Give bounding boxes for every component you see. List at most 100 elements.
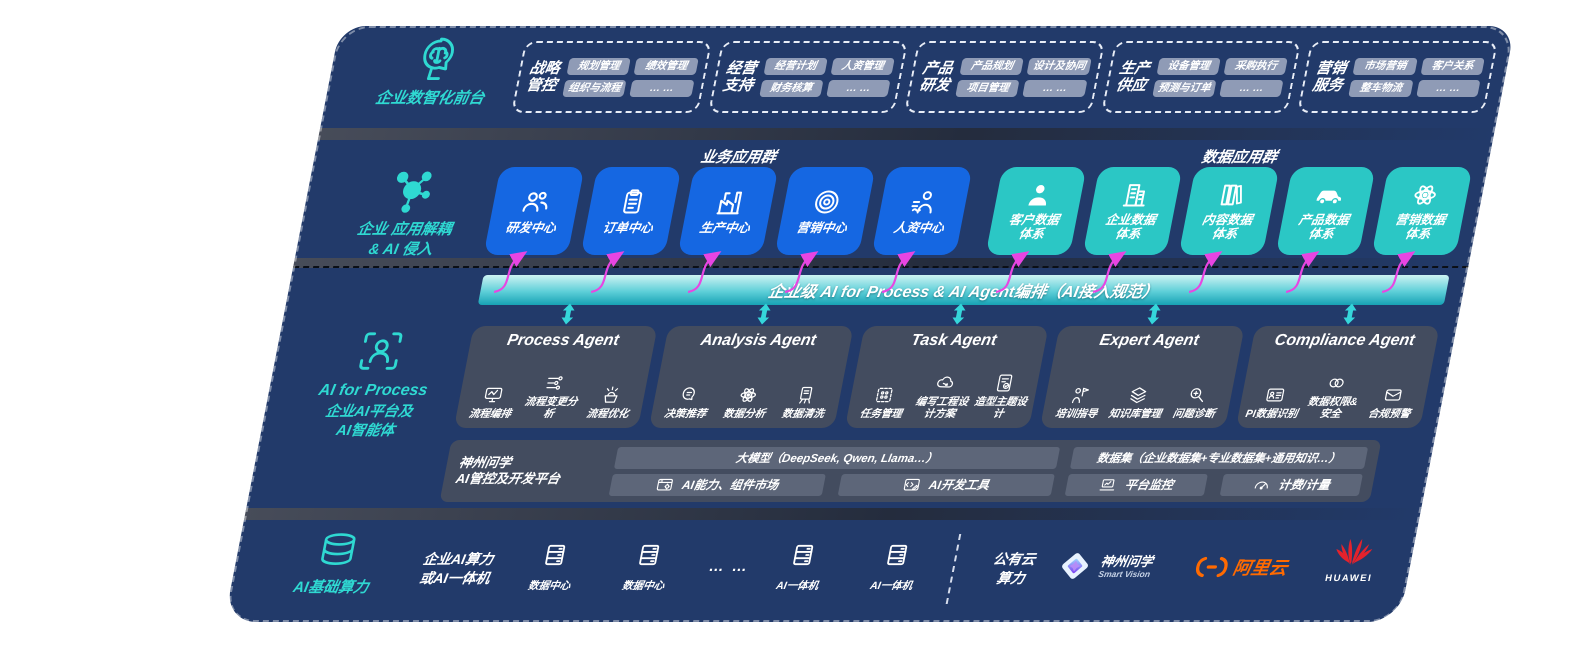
server-icon	[887, 544, 908, 566]
double-arrow-icon	[1147, 303, 1161, 325]
front-office-side-label: 企业数智化前台	[352, 34, 518, 108]
dataset-column: 数据集（企业数据集+专业数据集+通用知识…） 平台监控 计费/计量	[1064, 446, 1369, 496]
agents-row: Process Agent 流程编排 流程变更分析 流程优化 Analysis …	[453, 303, 1440, 428]
magenta-flow-arrow	[590, 251, 625, 294]
business-apps-title: 业务应用群	[699, 149, 778, 166]
monitor-flow-icon	[485, 387, 503, 403]
magenta-flow-arrow	[995, 251, 1030, 294]
ai-process-side-label: AI for Process 企业AI平台及 AI智能体	[287, 328, 461, 441]
hr-person-icon	[911, 190, 933, 213]
chip: 采购执行	[1223, 57, 1289, 75]
data-apps-title: 数据应用群	[1200, 149, 1279, 166]
platform-monitor-cell: 平台监控	[1064, 473, 1208, 496]
decouple-label-line1: 企业 应用解耦	[355, 221, 454, 238]
step-shadow	[243, 508, 1422, 520]
app-box-rnd-center: 研发中心	[483, 167, 585, 294]
server-icon	[545, 544, 566, 566]
chip: 客户关系	[1420, 57, 1485, 75]
billing-metering-cell: 计费/计量	[1219, 473, 1364, 496]
app-box-enterprise-data: 企业数据 体系	[1082, 167, 1183, 294]
magenta-flow-arrow	[687, 251, 722, 294]
ai-process-label-en: AI for Process	[317, 382, 430, 399]
step-shadow	[317, 128, 1496, 140]
factory-icon	[716, 191, 743, 214]
database-icon	[293, 530, 382, 575]
infra-label: AI基础算力	[291, 579, 371, 596]
data-apps-row: 客户数据 体系 企业数据 体系 内容数据	[985, 167, 1473, 294]
chip: … …	[629, 79, 695, 97]
app-box-content-data: 内容数据 体系	[1178, 167, 1280, 294]
model-column: 大模型（DeepSeek, Qwen, Llama…） AI能力、组件市场 AI…	[608, 446, 1060, 496]
app-box-product-data: 产品数据 体系	[1275, 167, 1376, 294]
vertical-dashed-divider	[945, 534, 962, 604]
front-office-group-strategy: 战略 管控 规划管理 绩效管理 组织与流程 … …	[511, 41, 712, 113]
cloud-design-icon	[937, 376, 953, 388]
agent-card-analysis: Analysis Agent 决策推荐 数据分析 数据清洗	[649, 303, 854, 428]
chip: … …	[1022, 79, 1088, 97]
sliders-icon	[546, 376, 563, 390]
double-arrow-icon	[952, 303, 966, 325]
chip: 绩效管理	[633, 57, 699, 75]
magenta-flow-arrow	[1189, 251, 1223, 294]
node-ai-appliance-1: AI一体机	[760, 542, 842, 593]
group-name: 营销 服务	[1311, 60, 1348, 94]
agent-card-compliance: Compliance Agent PI数据识别 数据权限&安全 合规预警	[1235, 303, 1440, 428]
diagnose-icon	[1190, 388, 1204, 403]
person-icon	[1028, 184, 1046, 205]
decouple-label-line2: & AI 侵入	[367, 241, 435, 258]
group-name: 战略 管控	[524, 60, 562, 94]
chip: 整车物流	[1348, 79, 1414, 97]
agent-card-process: Process Agent 流程编排 流程变更分析 流程优化	[453, 303, 659, 428]
ai-capability-market-cell: AI能力、组件市场	[608, 473, 826, 496]
app-box-customer-data: 客户数据 体系	[985, 167, 1087, 294]
doc-clean-icon	[799, 386, 813, 404]
chip: … …	[1219, 79, 1284, 97]
atom-icon	[1414, 184, 1437, 205]
chip: 经营计划	[763, 57, 828, 75]
magenta-flow-arrow	[784, 251, 819, 294]
agent-card-task: Task Agent 任务管理 编写工程设计方案 造型主题设计	[844, 303, 1049, 428]
app-box-hr-center: 人资中心	[871, 167, 973, 294]
infrastructure-band: AI基础算力 企业AI算力 或AI一体机 数据中心 数据中心 … … AI一体机…	[224, 520, 1419, 622]
smartvision-logo: 神州问学 Smart Vision	[1054, 548, 1181, 584]
front-office-group-product: 产品 研发 产品规划 设计及协同 项目管理 … …	[904, 41, 1105, 113]
dataset-bar: 数据集（企业数据集+专业数据集+通用知识…）	[1069, 446, 1369, 469]
double-arrow-icon	[757, 303, 771, 325]
chip: … …	[1415, 79, 1481, 97]
ai-dev-tools-cell: AI开发工具	[837, 473, 1055, 496]
chip: 组织与流程	[562, 79, 627, 97]
window-gear-icon	[657, 478, 674, 490]
group-name: 生产 供应	[1114, 60, 1152, 94]
layers-icon	[1130, 387, 1147, 404]
front-office-label: 企业数智化前台	[373, 90, 486, 107]
brain-head-icon	[357, 34, 519, 84]
double-arrow-icon	[1343, 303, 1357, 325]
building-icon	[1123, 183, 1146, 206]
front-office-groups: 战略 管控 规划管理 绩效管理 组织与流程 … … 经营 支持 经营计划 人资管理 …	[511, 41, 1499, 113]
app-box-marketing-center: 营销中心	[774, 167, 876, 294]
target-icon	[815, 190, 839, 213]
application-band: 企业 应用解耦 & AI 侵入 业务应用群 数据应用群 研发中心	[294, 140, 1493, 294]
link-rings-icon	[1329, 378, 1344, 388]
llm-bar: 大模型（DeepSeek, Qwen, Llama…）	[613, 446, 1060, 469]
dev-tools-icon	[904, 478, 921, 490]
magenta-flow-arrow	[1382, 251, 1416, 294]
mail-alert-icon	[1384, 389, 1402, 401]
front-office-band: 企业数智化前台 战略 管控 规划管理 绩效管理 组织与流程 … … 经营 支持	[320, 26, 1515, 128]
magenta-flow-arrow	[1092, 251, 1127, 294]
node-ai-appliance-2: AI一体机	[854, 542, 936, 593]
car-icon	[1316, 190, 1341, 205]
enterprise-compute-label: 企业AI算力 或AI一体机	[418, 551, 495, 586]
chip: 设备管理	[1156, 57, 1221, 75]
group-name: 经营 支持	[721, 60, 759, 94]
molecule-icon	[331, 168, 492, 216]
chip: 财务核算	[758, 79, 824, 97]
ai-dev-platform: 神州问学 AI管控及开发平台 大模型（DeepSeek, Qwen, Llama…	[439, 440, 1382, 502]
optimize-icon	[604, 386, 619, 403]
huawei-logo: HUAWEI	[1310, 536, 1395, 584]
node-datacenter-1: 数据中心	[512, 542, 594, 593]
team-icon	[522, 191, 548, 212]
tablet-design-icon	[996, 374, 1013, 392]
clipboard-icon	[623, 188, 643, 213]
